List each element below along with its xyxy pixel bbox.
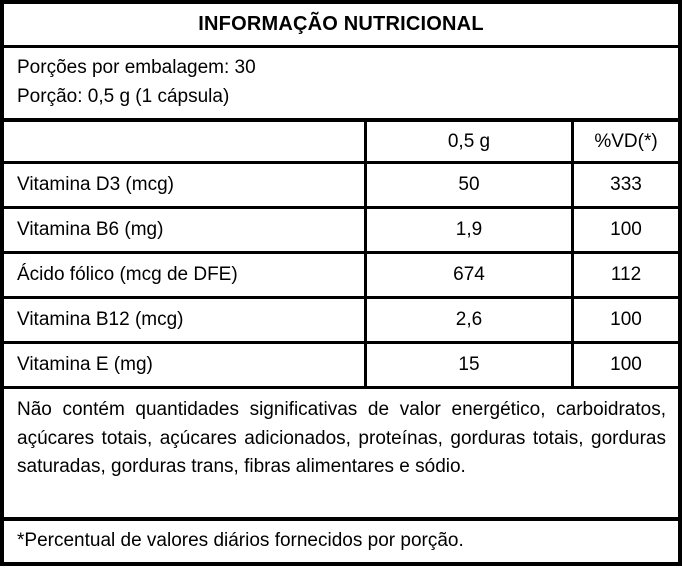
nutrient-name: Vitamina B12 (mcg) (4, 299, 367, 341)
nutrient-amount: 1,9 (367, 209, 574, 251)
nutrient-name: Vitamina E (mg) (4, 344, 367, 386)
footnote-text: *Percentual de valores diários fornecido… (17, 530, 464, 552)
table-row: Vitamina B12 (mcg) 2,6 100 (4, 299, 678, 344)
table-row: Vitamina B6 (mg) 1,9 100 (4, 209, 678, 254)
nutrient-dv: 100 (610, 309, 642, 330)
nutrient-dv: 100 (610, 219, 642, 240)
note-text: Não contém quantidades significativas de… (4, 389, 678, 522)
nutrient-dv: 112 (610, 264, 642, 285)
nutrient-name: Vitamina B6 (mg) (4, 209, 367, 251)
label-title: INFORMAÇÃO NUTRICIONAL (4, 4, 678, 48)
table-header-row: 0,5 g %VD(*) (4, 122, 678, 164)
nutrient-name: Ácido fólico (mcg de DFE) (4, 254, 367, 296)
nutrient-dv: 333 (610, 174, 642, 195)
dv-column-header: %VD(*) (594, 130, 658, 152)
nutrient-column-header (4, 122, 367, 161)
table-row: Vitamina E (mg) 15 100 (4, 344, 678, 389)
nutrient-amount: 50 (367, 164, 574, 206)
amount-column-header: 0,5 g (367, 122, 574, 161)
nutrient-amount: 674 (367, 254, 574, 296)
servings-per-package: Porções por embalagem: 30 (17, 57, 256, 78)
serving-size: Porção: 0,5 g (1 cápsula) (17, 85, 230, 107)
table-row: Ácido fólico (mcg de DFE) 674 112 (4, 254, 678, 299)
nutrient-dv: 100 (610, 354, 642, 375)
serving-info: Porções por embalagem: 30 Porção: 0,5 g … (4, 48, 678, 122)
table-row: Vitamina D3 (mcg) 50 333 (4, 164, 678, 209)
nutrient-amount: 15 (367, 344, 574, 386)
nutrient-name: Vitamina D3 (mcg) (4, 164, 367, 206)
nutrient-amount: 2,6 (367, 299, 574, 341)
